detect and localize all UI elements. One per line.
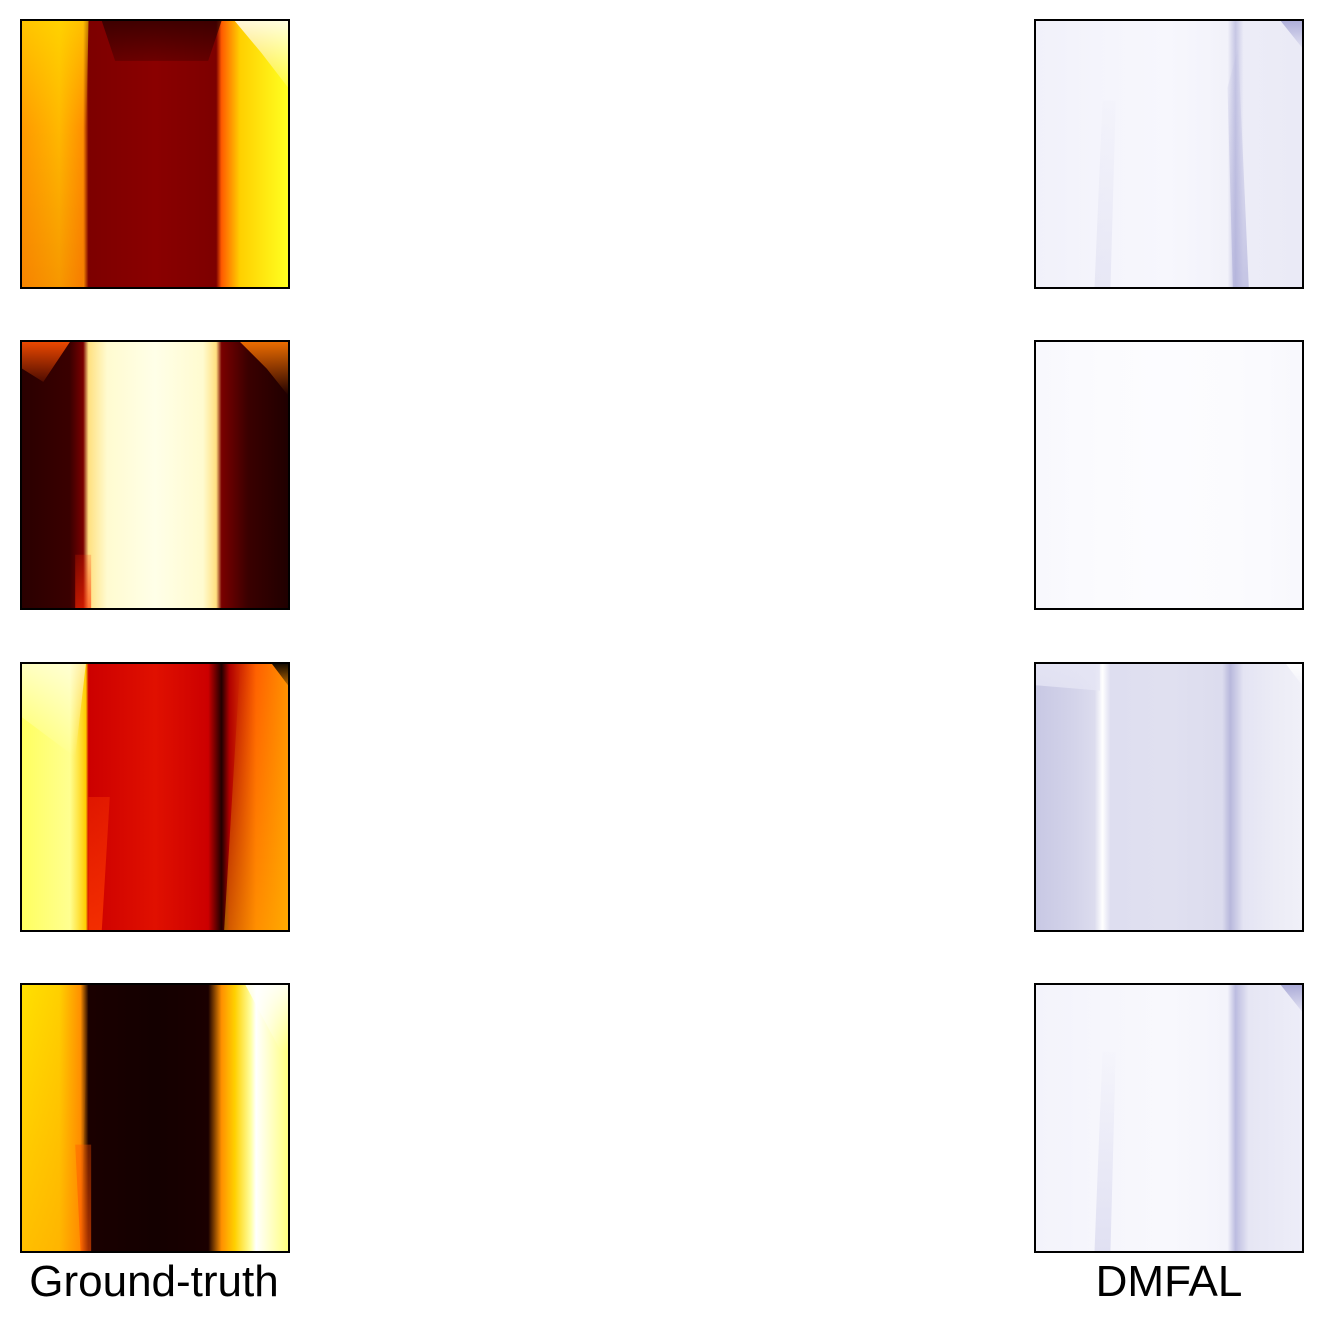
dmfal-panel-3 [1034,662,1304,932]
ground-truth-panel-3 [20,662,290,932]
heatmap-image [1036,342,1302,608]
heatmap-image [22,342,288,608]
ground-truth-panel-1 [20,19,290,289]
dmfal-panel-4 [1034,983,1304,1253]
dmfal-panel-2 [1034,340,1304,610]
dmfal-panel-1 [1034,19,1304,289]
heatmap-image [1036,985,1302,1251]
dmfal-label: DMFAL [1095,1257,1243,1306]
heatmap-image [1036,21,1302,287]
ground-truth-panel-4 [20,983,290,1253]
ground-truth-panel-2 [20,340,290,610]
heatmap-image [22,985,288,1251]
ground-truth-label: Ground-truth [29,1257,279,1306]
heatmap-image [1036,664,1302,930]
